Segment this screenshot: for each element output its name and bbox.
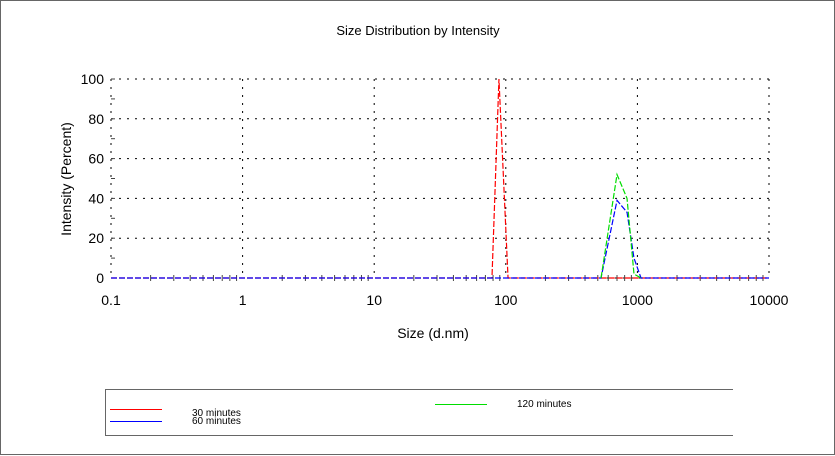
x-tick-label: 1 <box>239 292 247 308</box>
y-tick-label: 40 <box>88 190 104 206</box>
legend-label: 30 minutes <box>192 408 241 419</box>
legend-item-120: 120 minutes <box>435 399 571 410</box>
series-line-30-minutes <box>111 78 769 279</box>
y-tick-label: 100 <box>81 71 105 87</box>
legend-label: 120 minutes <box>517 399 572 410</box>
x-tick-label: 0.1 <box>101 292 121 308</box>
legend-swatch <box>435 404 487 405</box>
legend: 30 minutes 60 minutes 120 minutes <box>105 389 733 436</box>
legend-item-30: 30 minutes <box>110 400 241 419</box>
series-line-120-minutes <box>600 172 642 279</box>
x-tick-label: 1000 <box>622 292 653 308</box>
x-tick-label: 100 <box>494 292 518 308</box>
chart-title: Size Distribution by Intensity <box>336 23 500 38</box>
x-axis-label: Size (d.nm) <box>397 325 469 341</box>
legend-label: 60 minutes <box>192 416 241 427</box>
y-tick-label: 80 <box>88 111 104 127</box>
y-axis-label: Intensity (Percent) <box>58 122 74 236</box>
x-tick-label: 10 <box>366 292 382 308</box>
y-tick-label: 0 <box>96 270 104 286</box>
legend-swatch <box>110 409 162 410</box>
x-tick-label: 10000 <box>750 292 789 308</box>
legend-swatch <box>110 421 162 422</box>
y-tick-label: 20 <box>88 230 104 246</box>
legend-item-60: 60 minutes <box>110 416 241 427</box>
series-line-60-minutes <box>111 199 769 279</box>
y-tick-label: 60 <box>88 151 104 167</box>
